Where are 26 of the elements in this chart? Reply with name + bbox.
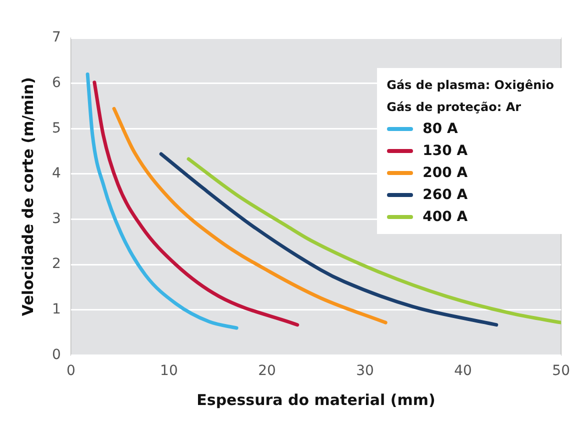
y-axis-title: Velocidade de corte (m/min) <box>18 77 37 316</box>
y-tick-label: 5 <box>52 120 61 136</box>
y-tick-label: 0 <box>52 346 61 363</box>
line-series <box>92 80 300 327</box>
legend-label: 400 A <box>422 208 468 227</box>
legend-title: Gás de plasma: Oxigênio Gás de proteção: Ar <box>386 77 554 116</box>
legend-label: 200 A <box>422 164 468 183</box>
x-tick-label: 30 <box>356 363 374 380</box>
y-tick-label: 6 <box>52 74 61 91</box>
legend-label: 80 A <box>422 120 458 139</box>
y-tick-label: 7 <box>52 30 61 46</box>
x-axis-title: Espessura do material (mm) <box>196 390 436 409</box>
x-tick-label: 50 <box>552 363 570 380</box>
y-tick-label: 4 <box>52 166 61 182</box>
x-tick-label: 20 <box>258 363 276 380</box>
line-series <box>186 157 562 324</box>
line-series <box>112 106 388 324</box>
legend-label: 130 A <box>422 142 468 161</box>
x-tick-label: 40 <box>454 363 472 380</box>
y-tick-label: 1 <box>52 302 61 318</box>
y-tick-label: 3 <box>52 210 61 227</box>
legend-label: 260 A <box>422 186 468 205</box>
x-tick-label: 0 <box>66 363 76 380</box>
line-series <box>86 72 238 330</box>
x-tick-label: 10 <box>160 363 178 380</box>
y-tick-label: 2 <box>52 256 61 272</box>
